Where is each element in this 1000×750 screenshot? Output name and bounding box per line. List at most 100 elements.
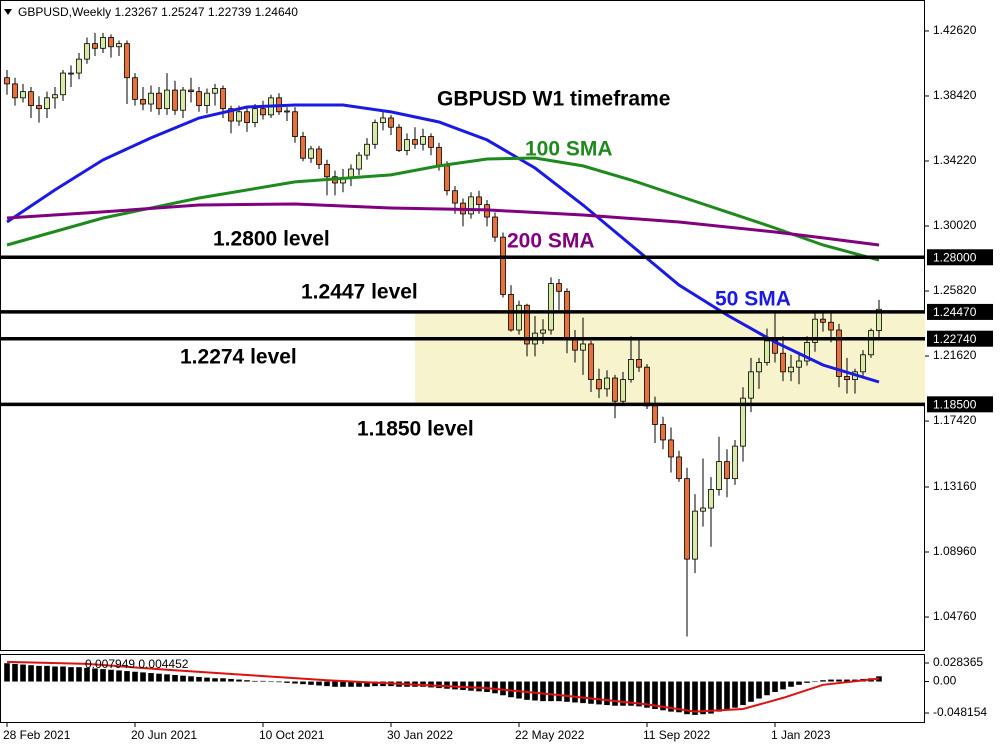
macd-bar xyxy=(172,675,178,682)
candle-body xyxy=(820,318,826,323)
macd-bar xyxy=(628,681,634,706)
candle-body xyxy=(172,89,178,111)
macd-bar xyxy=(324,681,330,687)
y-tick-label: 0.00 xyxy=(933,674,957,688)
candle-body xyxy=(804,342,810,362)
macd-bar xyxy=(844,679,850,682)
range-zone xyxy=(415,311,925,405)
y-tick-label: 1.30020 xyxy=(933,218,977,232)
macd-bar xyxy=(492,681,498,694)
macd-bar xyxy=(84,667,90,682)
macd-bar xyxy=(284,681,290,683)
level-annotation: 1.1850 level xyxy=(357,418,474,441)
macd-bar xyxy=(132,671,138,682)
macd-bar xyxy=(548,681,554,702)
candle-body xyxy=(468,196,474,215)
candle-body xyxy=(524,304,530,345)
candle-body xyxy=(748,371,754,399)
y-tick-label: 1.21620 xyxy=(933,348,977,362)
macd-bar xyxy=(588,681,594,704)
chart-header: GBPUSD,Weekly 1.23267 1.25247 1.22739 1.… xyxy=(18,5,298,19)
y-tick-label: 1.08960 xyxy=(933,544,977,558)
candle-body xyxy=(740,397,746,447)
macd-bar xyxy=(188,676,194,682)
macd-bar xyxy=(516,681,522,699)
level-price-box xyxy=(927,303,993,320)
candle-body xyxy=(12,83,18,99)
sma-line xyxy=(6,103,880,384)
macd-bar xyxy=(20,664,26,682)
candle-body xyxy=(236,111,242,122)
candle-body xyxy=(396,126,402,151)
macd-bar xyxy=(28,665,34,682)
candle-body xyxy=(356,154,362,170)
macd-bar xyxy=(12,663,18,682)
level-price-box xyxy=(927,396,993,413)
macd-bar xyxy=(228,678,234,682)
macd-bar xyxy=(204,677,210,682)
candle-body xyxy=(284,110,290,113)
candle-body xyxy=(76,58,82,74)
y-tick-label: 1.38420 xyxy=(933,88,977,102)
candle-body xyxy=(180,89,186,111)
macd-bar xyxy=(708,681,714,714)
candle-body xyxy=(476,196,482,206)
candle-body xyxy=(684,478,690,560)
macd-bar xyxy=(484,681,490,692)
candle-body xyxy=(796,360,802,368)
candle-body xyxy=(588,343,594,380)
macd-bar xyxy=(796,681,802,685)
x-tick-label: 30 Jan 2022 xyxy=(387,728,453,742)
candle-body xyxy=(116,43,122,48)
candle-body xyxy=(572,338,578,351)
macd-bar xyxy=(348,681,354,687)
macd-bar xyxy=(716,681,722,712)
candle-body xyxy=(212,88,218,94)
macd-bar xyxy=(564,681,570,702)
macd-bar xyxy=(836,679,842,682)
macd-bar xyxy=(444,681,450,689)
macd-bar xyxy=(116,670,122,682)
y-tick-label: 1.04760 xyxy=(933,609,977,623)
x-tick-label: 11 Sep 2022 xyxy=(643,728,710,742)
candle-body xyxy=(20,91,26,99)
macd-bar xyxy=(644,681,650,708)
macd-bar xyxy=(76,667,82,682)
macd-bar xyxy=(460,681,466,691)
macd-bar xyxy=(684,681,690,715)
macd-bar xyxy=(820,680,826,682)
candle-body xyxy=(52,94,58,99)
candle-body xyxy=(540,329,546,334)
macd-bar xyxy=(268,681,274,683)
candle-body xyxy=(836,329,842,377)
macd-bar xyxy=(236,679,242,682)
y-tick-label: 1.17420 xyxy=(933,413,977,427)
macd-bar xyxy=(68,667,74,682)
level-annotation: 1.2800 level xyxy=(213,228,330,251)
candle-body xyxy=(780,352,786,373)
candle-body xyxy=(228,108,234,122)
x-tick-label: 20 Jun 2021 xyxy=(131,728,197,742)
macd-bar xyxy=(500,681,506,696)
macd-bar xyxy=(596,681,602,705)
candle-body xyxy=(604,377,610,390)
candle-body xyxy=(292,111,298,137)
candle-body xyxy=(60,72,66,96)
y-tick-label: -0.048154 xyxy=(933,705,987,719)
candle-body xyxy=(652,405,658,425)
macd-bar xyxy=(252,680,258,682)
macd-bar xyxy=(556,681,562,702)
y-tick-label: 1.34220 xyxy=(933,153,977,167)
candle-body xyxy=(132,77,138,100)
candle-body xyxy=(708,489,714,509)
macd-bar xyxy=(220,678,226,682)
macd-bar xyxy=(676,681,682,713)
candle-body xyxy=(716,461,722,490)
macd-bar xyxy=(668,681,674,712)
macd-bar xyxy=(612,681,618,706)
dropdown-icon[interactable] xyxy=(4,9,12,15)
candle-body xyxy=(124,43,130,79)
level-annotation: 1.2447 level xyxy=(301,281,418,304)
candle-body xyxy=(108,37,114,48)
